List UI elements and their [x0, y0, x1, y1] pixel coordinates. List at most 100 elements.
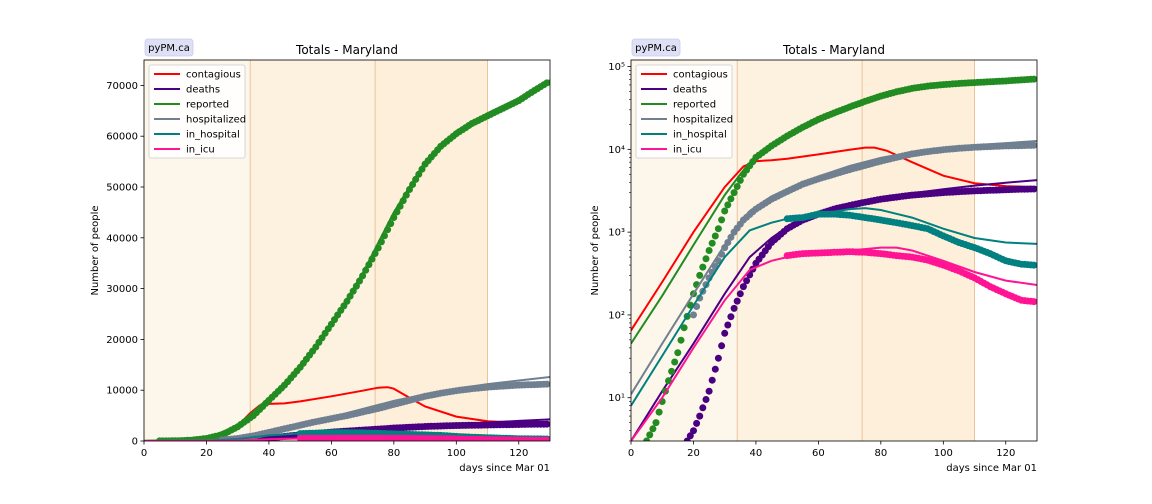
point-in_hospital	[1030, 261, 1037, 269]
x-tick-label: 60	[325, 448, 338, 459]
point-hospitalized	[690, 311, 697, 319]
point-deaths	[730, 304, 738, 312]
point-deaths	[543, 420, 550, 428]
point-deaths	[711, 365, 719, 373]
point-deaths	[702, 396, 710, 403]
point-reported	[696, 271, 704, 279]
point-reported	[402, 191, 410, 199]
point-reported	[356, 277, 363, 285]
legend: contagious deaths reported hospitalized in_h…	[635, 64, 733, 159]
point-reported	[643, 437, 651, 441]
x-tick-label: 80	[387, 448, 400, 459]
point-reported	[343, 297, 351, 305]
point-reported	[365, 261, 373, 269]
legend-label-deaths: deaths	[186, 85, 220, 96]
point-in_icu	[1030, 298, 1037, 306]
badge-label: pyPM.ca	[148, 43, 190, 54]
point-deaths	[724, 321, 732, 329]
x-tick-label: 60	[812, 448, 825, 459]
y-tick-label: 10²	[608, 310, 625, 321]
point-deaths	[690, 427, 697, 435]
series-line-contagious	[631, 146, 1037, 331]
legend-label-contagious: contagious	[673, 70, 728, 81]
point-reported	[1030, 75, 1037, 83]
legend-label-in_icu: in_icu	[673, 145, 702, 156]
point-reported	[733, 183, 741, 190]
point-reported	[412, 175, 420, 183]
point-reported	[371, 250, 379, 257]
y-tick-label: 60000	[106, 132, 138, 143]
legend-label-deaths: deaths	[673, 85, 707, 96]
point-hospitalized	[727, 233, 735, 241]
legend-label-in_hospital: in_hospital	[186, 130, 240, 141]
series-points-reported	[156, 79, 550, 441]
series-group	[144, 79, 550, 441]
legend-label-reported: reported	[186, 100, 229, 111]
point-reported	[352, 282, 360, 290]
chart-log: 0 20 40 60 80 100 120 10¹ 10² 10³ 10⁴ 10⁵ days since…	[590, 38, 1038, 474]
point-reported	[702, 255, 710, 263]
badge-label: pyPM.ca	[635, 43, 677, 54]
legend-label-reported: reported	[673, 100, 716, 111]
point-reported	[680, 324, 688, 332]
point-reported	[415, 170, 423, 178]
x-tick-label: 40	[263, 448, 276, 459]
y-tick-label: 30000	[106, 284, 138, 295]
series-points-in_hospital	[783, 210, 1037, 269]
x-tick-label: 20	[200, 448, 213, 459]
point-reported	[359, 272, 367, 280]
y-tick-label: 10000	[106, 386, 138, 397]
point-reported	[708, 239, 716, 247]
point-reported	[543, 79, 550, 87]
point-reported	[674, 349, 682, 357]
point-reported	[418, 165, 426, 173]
point-reported	[730, 189, 738, 197]
series-points-in_icu	[296, 434, 550, 441]
point-reported	[384, 226, 392, 234]
point-deaths	[736, 290, 744, 298]
axes-frame	[143, 59, 551, 442]
x-tick-label: 40	[750, 448, 763, 459]
point-reported	[714, 225, 722, 233]
legend-label-hospitalized: hospitalized	[186, 115, 246, 126]
point-reported	[387, 220, 395, 228]
y-axis-title: Number of people	[590, 205, 601, 295]
point-hospitalized	[718, 250, 726, 258]
badge: pyPM.ca	[631, 38, 681, 57]
point-deaths	[718, 342, 726, 350]
point-deaths	[727, 313, 735, 321]
point-reported	[736, 176, 744, 184]
point-hospitalized	[724, 239, 732, 246]
point-reported	[655, 408, 663, 416]
point-reported	[393, 208, 401, 216]
x-tick-label: 20	[687, 448, 700, 459]
chart-title: Totals - Maryland	[782, 43, 885, 57]
y-tick-label: 20000	[106, 335, 138, 346]
x-tick-label: 120	[509, 448, 528, 459]
point-reported	[718, 216, 726, 224]
x-tick-label: 100	[934, 448, 953, 459]
point-reported	[646, 431, 654, 439]
point-reported	[649, 425, 657, 433]
point-reported	[705, 247, 713, 254]
legend-label-hospitalized: hospitalized	[673, 115, 733, 126]
point-reported	[711, 232, 719, 240]
point-hospitalized	[721, 244, 729, 252]
series-points-hospitalized	[218, 380, 550, 441]
legend-label-in_icu: in_icu	[186, 145, 215, 156]
point-deaths	[714, 354, 722, 362]
y-tick-label: 50000	[106, 183, 138, 194]
point-hospitalized	[543, 380, 550, 388]
point-deaths	[696, 412, 704, 420]
x-tick-label: 120	[996, 448, 1015, 459]
point-deaths	[733, 297, 741, 305]
point-reported	[368, 255, 376, 263]
point-reported	[652, 419, 660, 427]
point-reported	[721, 207, 729, 215]
point-deaths	[686, 432, 694, 440]
point-reported	[349, 287, 357, 295]
chart-title: Totals - Maryland	[295, 43, 398, 57]
y-tick-label: 70000	[106, 81, 138, 92]
point-reported	[346, 292, 354, 300]
badge: pyPM.ca	[144, 38, 194, 57]
